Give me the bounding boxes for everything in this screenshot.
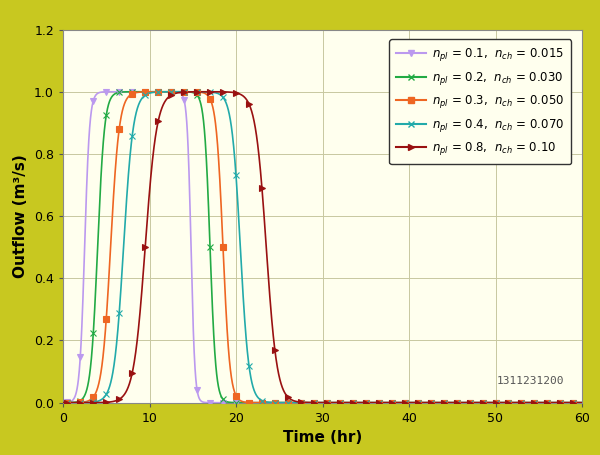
X-axis label: Time (hr): Time (hr) xyxy=(283,430,362,445)
Y-axis label: Outflow (m³/s): Outflow (m³/s) xyxy=(13,154,28,278)
Text: 1311231200: 1311231200 xyxy=(496,376,564,386)
Legend: $n_{pl}$ = 0.1,  $n_{ch}$ = 0.015, $n_{pl}$ = 0.2,  $n_{ch}$ = 0.030, $n_{pl}$ =: $n_{pl}$ = 0.1, $n_{ch}$ = 0.015, $n_{pl… xyxy=(389,39,571,164)
